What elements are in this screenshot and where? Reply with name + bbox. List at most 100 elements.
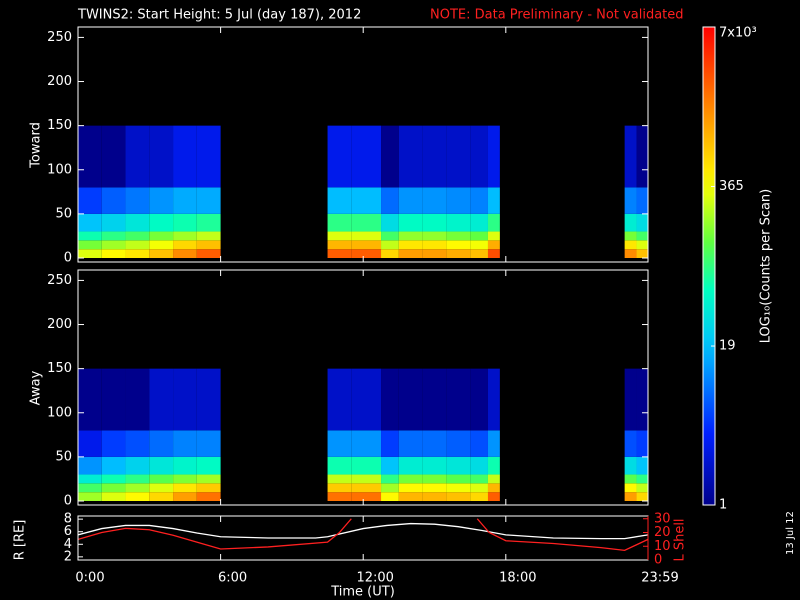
heatmap-cell [446, 213, 471, 232]
x-tick-label: 6:00 [218, 571, 247, 586]
heatmap-cell [101, 368, 126, 431]
heatmap-cell [327, 249, 352, 258]
heatmap-cell [196, 249, 221, 258]
heatmap-cell [327, 213, 352, 232]
heatmap-cell [101, 125, 126, 188]
heatmap-cell [470, 368, 488, 431]
heatmap-cell [470, 240, 488, 250]
heatmap-cell [398, 483, 423, 493]
heatmap-cell [624, 474, 637, 484]
heatmap-cell [149, 368, 174, 431]
heatmap-cell [487, 483, 500, 493]
heatmap-cell [381, 249, 399, 258]
heatmap-cell [78, 456, 102, 475]
heatmap-cell [624, 125, 637, 188]
heatmap-cell [470, 187, 488, 214]
heatmap-cell [101, 231, 126, 241]
heatmap-cell [196, 231, 221, 241]
data-line [78, 518, 648, 552]
heatmap-cell [422, 474, 447, 484]
heatmap-cell [101, 430, 126, 457]
heatmap-cell [327, 187, 352, 214]
y-tick-label: 0 [64, 251, 72, 266]
heatmap-cell [398, 474, 423, 484]
heatmap-cell [125, 474, 150, 484]
x-tick-label: 23:59 [641, 571, 678, 586]
heatmap-cell [487, 430, 500, 457]
heatmap-cell [351, 213, 382, 232]
heatmap-cell [446, 125, 471, 188]
heatmap-cell [446, 187, 471, 214]
heatmap-cell [487, 492, 500, 501]
heatmap-cell [381, 456, 399, 475]
heatmap-cell [149, 187, 174, 214]
heatmap-cell [470, 213, 488, 232]
heatmap-cell [624, 430, 637, 457]
heatmap-cell [78, 125, 102, 188]
y2-axis-label: L Shell [673, 518, 688, 561]
heatmap-cell [381, 474, 399, 484]
heatmap-cell [327, 125, 352, 188]
x-tick-label: 0:00 [75, 571, 104, 586]
heatmap-cell [78, 240, 102, 250]
heatmap-cell [125, 492, 150, 501]
heatmap-cell [398, 240, 423, 250]
heatmap-cell [78, 187, 102, 214]
y-axis-label: Toward [29, 122, 44, 169]
heatmap-cell [351, 231, 382, 241]
heatmap-cell [470, 456, 488, 475]
y-tick-label: 6 [64, 524, 72, 539]
heatmap-cell [78, 492, 102, 501]
heatmap-cell [173, 368, 197, 431]
y2-tick-label: 10 [654, 539, 671, 554]
heatmap-cell [487, 231, 500, 241]
colorbar-tick-label: 19 [719, 339, 736, 354]
heatmap-cell [636, 474, 648, 484]
heatmap-cell [398, 249, 423, 258]
heatmap-cell [173, 430, 197, 457]
heatmap-cell [422, 492, 447, 501]
heatmap-cell [327, 456, 352, 475]
heatmap-cell [381, 213, 399, 232]
heatmap-cell [327, 483, 352, 493]
heatmap-cell [125, 249, 150, 258]
heatmap-cell [624, 492, 637, 501]
heatmap-cell [351, 368, 382, 431]
heatmap-cell [173, 474, 197, 484]
heatmap-cell [624, 240, 637, 250]
heatmap-cell [487, 240, 500, 250]
heatmap-cell [101, 249, 126, 258]
heatmap-cell [173, 187, 197, 214]
heatmap-cell [125, 430, 150, 457]
heatmap-cell [636, 125, 648, 188]
heatmap-cell [624, 483, 637, 493]
y-tick-label: 200 [47, 74, 72, 89]
y-tick-label: 100 [47, 405, 72, 420]
heatmap-cell [327, 240, 352, 250]
heatmap-cell [351, 483, 382, 493]
heatmap-cell [636, 240, 648, 250]
heatmap-cell [470, 483, 488, 493]
heatmap-cell [351, 492, 382, 501]
heatmap-cell [101, 456, 126, 475]
chart-note: NOTE: Data Preliminary - Not validated [430, 8, 684, 23]
colorbar-tick-label: 1 [719, 498, 727, 513]
heatmap-cell [446, 249, 471, 258]
y-axis-label: R [RE] [13, 520, 28, 561]
heatmap-cell [470, 231, 488, 241]
heatmap-cell [636, 231, 648, 241]
heatmap-cell [381, 430, 399, 457]
y-tick-label: 0 [64, 494, 72, 509]
heatmap-cell [196, 368, 221, 431]
heatmap-cell [446, 368, 471, 431]
heatmap-cell [149, 249, 174, 258]
heatmap-cell [470, 492, 488, 501]
heatmap-cell [173, 231, 197, 241]
y-tick-label: 150 [47, 361, 72, 376]
heatmap-cell [101, 483, 126, 493]
heatmap-cell [351, 430, 382, 457]
heatmap-cell [422, 125, 447, 188]
heatmap-cell [381, 368, 399, 431]
heatmap-cell [470, 474, 488, 484]
